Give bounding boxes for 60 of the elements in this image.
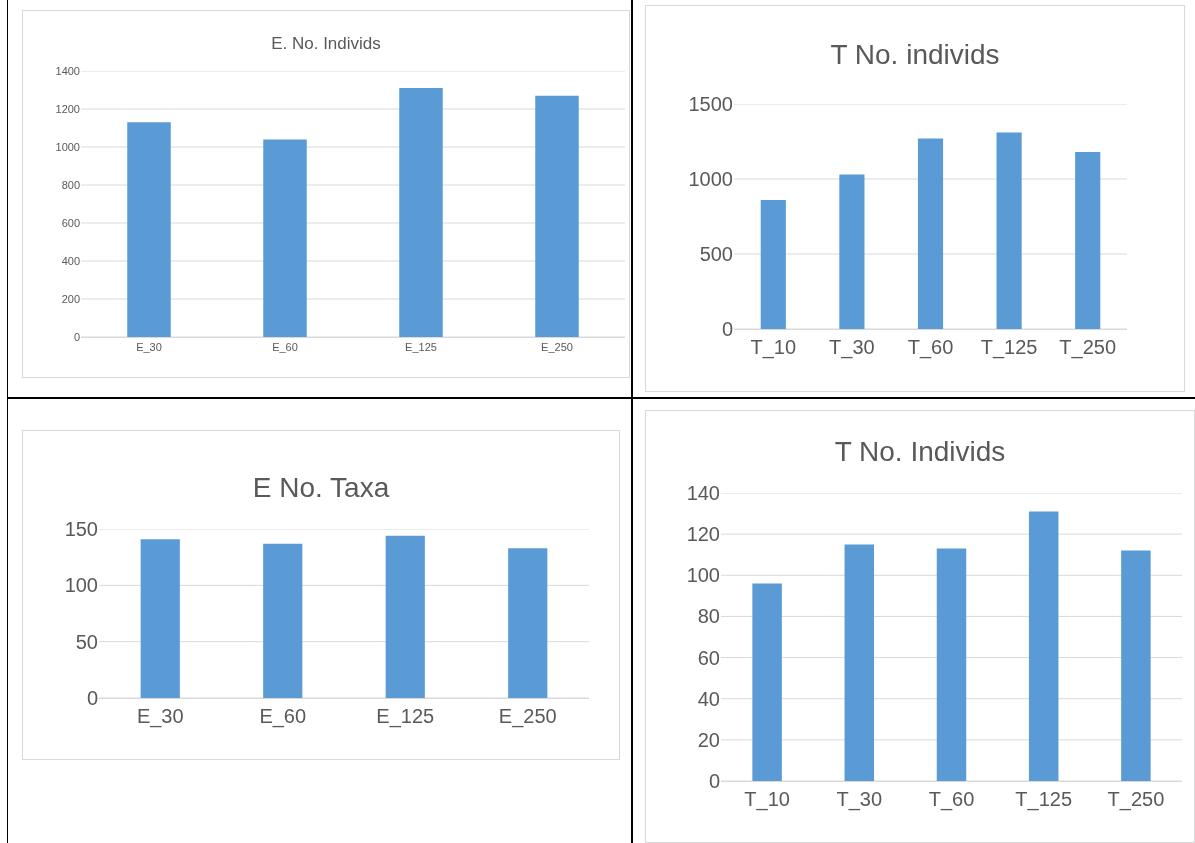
bar <box>996 132 1022 329</box>
x-tick-label: E_250 <box>541 341 573 354</box>
x-tick-label: E_125 <box>376 705 435 728</box>
y-tick-label: 600 <box>61 216 80 229</box>
y-tick-label: 20 <box>697 728 720 751</box>
y-tick-label: 50 <box>75 630 98 653</box>
x-tick-label: T_125 <box>1015 788 1073 811</box>
bar <box>1121 550 1151 781</box>
x-tick-label: E_125 <box>405 341 437 354</box>
bar <box>1075 152 1101 329</box>
bar <box>844 544 875 781</box>
x-tick-label: T_125 <box>980 336 1038 359</box>
y-tick-label: 60 <box>697 646 720 669</box>
y-tick-label: 500 <box>699 243 733 265</box>
x-tick-label: E_60 <box>272 341 298 354</box>
y-tick-label: 0 <box>721 318 733 340</box>
x-tick-label: E_250 <box>498 705 557 728</box>
y-tick-label: 1200 <box>55 102 80 115</box>
chart-title: E. No. Individs <box>271 33 381 53</box>
y-tick-label: 140 <box>686 482 720 504</box>
x-tick-label: T_10 <box>750 336 797 359</box>
bar <box>917 138 944 329</box>
chart-title: T No. Individs <box>834 435 1006 467</box>
bar <box>399 88 443 337</box>
y-tick-label: 0 <box>73 330 80 343</box>
bar <box>127 122 171 337</box>
bar <box>752 583 782 781</box>
y-tick-label: 400 <box>61 254 80 267</box>
x-tick-label: T_250 <box>1107 788 1165 811</box>
x-tick-label: T_30 <box>836 788 883 811</box>
x-tick-label: T_250 <box>1059 336 1117 359</box>
x-tick-label: T_60 <box>928 788 975 811</box>
y-tick-label: 1000 <box>688 168 733 190</box>
x-tick-label: T_30 <box>829 336 875 359</box>
x-tick-label: T_60 <box>907 336 954 359</box>
x-tick-label: T_10 <box>744 788 790 811</box>
bar <box>1028 511 1059 781</box>
y-tick-label: 0 <box>708 770 720 792</box>
x-tick-label: E_30 <box>136 705 184 728</box>
bar <box>263 139 307 337</box>
y-tick-label: 200 <box>61 292 80 305</box>
y-tick-label: 150 <box>64 518 98 540</box>
x-tick-label: E_60 <box>259 705 307 728</box>
y-tick-label: 1400 <box>55 64 80 77</box>
chart-title: T No. individs <box>830 39 1000 71</box>
y-tick-label: 1500 <box>688 93 733 115</box>
bar <box>535 95 579 337</box>
y-tick-label: 800 <box>61 178 80 191</box>
y-tick-label: 100 <box>64 574 98 597</box>
y-tick-label: 40 <box>697 687 720 710</box>
y-tick-label: 0 <box>86 687 98 709</box>
y-tick-label: 100 <box>686 564 720 587</box>
y-tick-label: 120 <box>686 523 720 546</box>
bar <box>936 548 967 781</box>
y-tick-label: 1000 <box>55 140 80 153</box>
bar <box>760 200 786 329</box>
chart-title: E No. Taxa <box>252 471 390 503</box>
bar <box>839 174 865 329</box>
x-tick-label: E_30 <box>136 341 162 354</box>
y-tick-label: 80 <box>697 605 720 628</box>
